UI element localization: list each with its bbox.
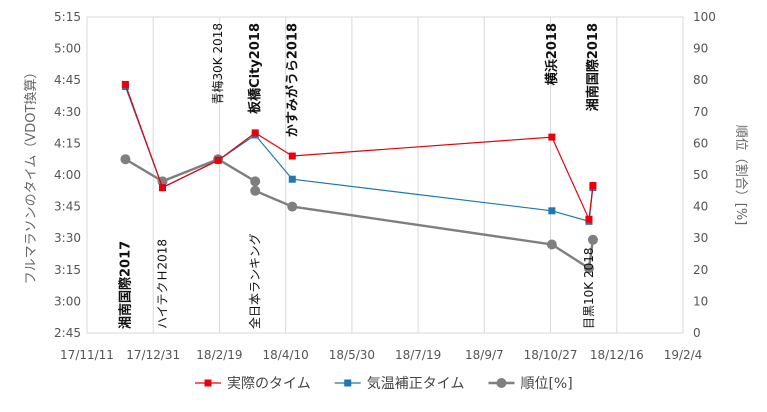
y-left-tick-label: 3:45 bbox=[54, 200, 81, 214]
x-tick-label: 18/5/30 bbox=[329, 348, 375, 362]
data-point bbox=[288, 175, 296, 183]
grid-layer bbox=[86, 16, 684, 334]
y-left-axis-title: フルマラソンのタイム（VDOT換算） bbox=[24, 66, 39, 285]
data-point bbox=[585, 215, 593, 223]
series-line bbox=[124, 157, 595, 271]
y-right-tick-label: 50 bbox=[693, 168, 708, 182]
y-left-tick-label: 4:15 bbox=[54, 136, 81, 150]
data-point bbox=[250, 185, 261, 196]
y-left-tick-label: 3:30 bbox=[54, 231, 81, 245]
series-line bbox=[124, 86, 594, 223]
data-point bbox=[583, 263, 594, 274]
legend-label: 順位[%] bbox=[520, 376, 572, 392]
annotation-label: 湘南国際2018 bbox=[585, 23, 601, 111]
x-tick-label: 18/10/27 bbox=[524, 348, 578, 362]
series-layer bbox=[120, 80, 598, 274]
data-point bbox=[546, 239, 557, 250]
x-tick-label: 18/9/7 bbox=[465, 348, 504, 362]
annotation-label: 板橋City2018 bbox=[247, 23, 263, 114]
y-right-tick-label: 100 bbox=[693, 10, 716, 24]
y-right-axis-title: 順位（割合）[%] bbox=[733, 125, 749, 226]
data-point bbox=[548, 133, 556, 141]
y-left-tick-label: 2:45 bbox=[54, 326, 81, 340]
data-point bbox=[288, 152, 296, 160]
legend-label: 実際のタイム bbox=[227, 376, 311, 392]
y-right-tick-label: 0 bbox=[693, 326, 701, 340]
legend-marker bbox=[496, 378, 507, 388]
legend-label: 気温補正タイム bbox=[367, 376, 465, 392]
legend-marker bbox=[204, 379, 212, 387]
y-right-tick-label: 70 bbox=[693, 105, 708, 119]
data-point bbox=[250, 176, 261, 187]
data-point bbox=[251, 129, 259, 137]
y-right-tick-label: 40 bbox=[693, 200, 708, 214]
legend-marker bbox=[344, 379, 352, 387]
y-left-tick-label: 3:15 bbox=[54, 263, 81, 277]
annotation-layer: 湘南国際2017 ハイテクＨ2018 青梅30K 2018 板橋City2018 全日本… bbox=[117, 23, 601, 329]
data-point bbox=[120, 154, 131, 165]
data-point bbox=[121, 80, 129, 88]
data-point bbox=[587, 234, 598, 245]
annotation-label: かすみがうら2018 bbox=[284, 23, 300, 137]
y-left-tick-label: 4:30 bbox=[54, 105, 81, 119]
y-left-tick-label: 5:00 bbox=[54, 42, 81, 56]
y-right-tick-label: 20 bbox=[693, 263, 708, 277]
y-right-tick-label: 30 bbox=[693, 231, 708, 245]
x-tick-label: 18/7/19 bbox=[395, 348, 441, 362]
series-line bbox=[124, 84, 594, 222]
y-right-tick-label: 90 bbox=[693, 42, 708, 56]
annotation-label: 横浜2018 bbox=[544, 23, 560, 85]
y-left-tick-label: 4:45 bbox=[54, 73, 81, 87]
x-tick-label: 19/2/4 bbox=[664, 348, 703, 362]
x-tick-label: 17/12/31 bbox=[126, 348, 180, 362]
axis-layer: 17/11/11 17/12/31 18/2/19 18/4/10 18/5/30 18/… bbox=[24, 10, 749, 362]
annotation-label: 全日本ランキング bbox=[247, 233, 262, 329]
data-point bbox=[287, 201, 298, 212]
y-right-tick-label: 10 bbox=[693, 294, 708, 308]
data-point bbox=[157, 176, 168, 187]
y-right-tick-label: 60 bbox=[693, 136, 708, 150]
annotation-label: 青梅30K 2018 bbox=[210, 23, 225, 105]
y-left-tick-label: 3:00 bbox=[54, 294, 81, 308]
annotation-label: 目黒10K 2018 bbox=[582, 248, 596, 330]
annotation-label: ハイテクＨ2018 bbox=[155, 239, 169, 329]
data-point bbox=[589, 182, 597, 190]
plot-frame bbox=[86, 16, 684, 334]
x-tick-label: 18/12/16 bbox=[590, 348, 644, 362]
data-point bbox=[548, 207, 556, 215]
x-tick-label: 18/4/10 bbox=[263, 348, 309, 362]
y-left-tick-label: 5:15 bbox=[54, 10, 81, 24]
y-right-tick-label: 80 bbox=[693, 73, 708, 87]
x-tick-label: 17/11/11 bbox=[60, 348, 114, 362]
y-left-tick-label: 4:00 bbox=[54, 168, 81, 182]
x-tick-label: 18/2/19 bbox=[196, 348, 242, 362]
data-point bbox=[214, 156, 222, 164]
legend-layer: 実際のタイム 気温補正タイム 順位[%] bbox=[195, 376, 573, 392]
data-point bbox=[158, 184, 166, 192]
annotation-label: 湘南国際2017 bbox=[117, 241, 133, 329]
